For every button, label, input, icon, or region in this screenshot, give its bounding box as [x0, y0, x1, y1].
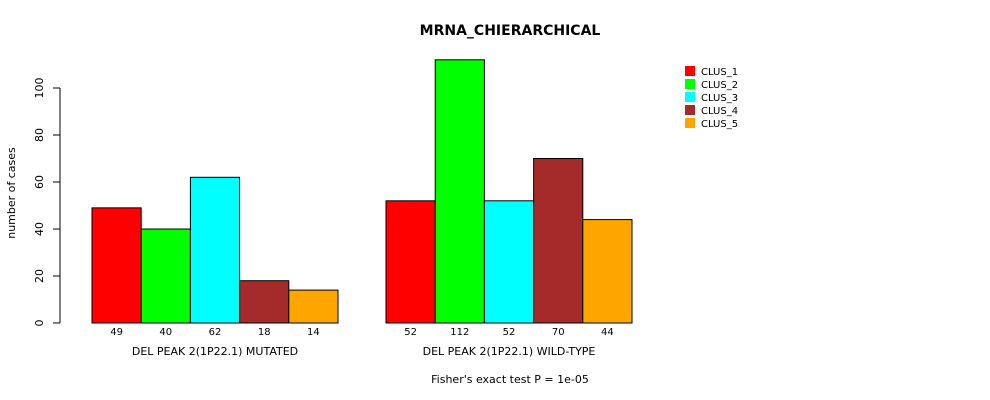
- y-tick-label: 80: [33, 128, 46, 142]
- bar-value-label: 112: [450, 327, 469, 338]
- bar-clus-5: [288, 289, 339, 324]
- legend-swatch: [685, 92, 695, 102]
- bar-value-label: 62: [209, 327, 222, 338]
- bar-value-label: 52: [404, 327, 417, 338]
- legend-swatch: [685, 105, 695, 115]
- bar-clus-4: [533, 158, 584, 324]
- bar-value-label: 14: [307, 327, 320, 338]
- y-tick-label: 20: [33, 269, 46, 283]
- y-tick-label: 40: [33, 222, 46, 236]
- bar-clus-4: [239, 280, 290, 324]
- legend-label: CLUS_4: [701, 106, 738, 117]
- bar-value-label: 52: [503, 327, 516, 338]
- bar-clus-1: [91, 207, 142, 324]
- bar-value-label: 40: [159, 327, 172, 338]
- legend-swatch: [685, 79, 695, 89]
- bar-series: [91, 59, 633, 324]
- y-axis: 0 20 40 60 80 100: [33, 78, 61, 327]
- y-axis-label: number of cases: [5, 147, 18, 239]
- bar-clus-5: [582, 219, 633, 324]
- bar-clus-2: [434, 59, 485, 324]
- legend-swatch: [685, 66, 695, 76]
- legend: CLUS_1 CLUS_2 CLUS_3 CLUS_4 CLUS_5: [685, 66, 738, 130]
- legend-label: CLUS_2: [701, 80, 738, 91]
- legend-label: CLUS_5: [701, 119, 738, 130]
- y-tick-label: 60: [33, 175, 46, 189]
- chart-title: MRNA_CHIERARCHICAL: [420, 23, 601, 39]
- bar-value-label: 70: [552, 327, 565, 338]
- group-label: DEL PEAK 2(1P22.1) MUTATED: [132, 345, 298, 358]
- x-axis-labels: 49 40 62 18 14 DEL PEAK 2(1P22.1) MUTATED 52 11…: [110, 327, 614, 358]
- bar-clus-3: [483, 200, 535, 324]
- bar-value-label: 18: [258, 327, 271, 338]
- legend-label: CLUS_3: [701, 93, 738, 104]
- legend-label: CLUS_1: [701, 67, 738, 78]
- y-tick-label: 0: [33, 320, 46, 327]
- footnote: Fisher's exact test P = 1e-05: [431, 373, 589, 386]
- bar-value-label: 49: [110, 327, 123, 338]
- y-tick-label: 100: [33, 78, 46, 99]
- legend-swatch: [685, 118, 695, 128]
- group-label: DEL PEAK 2(1P22.1) WILD-TYPE: [423, 345, 596, 358]
- bar-clus-1: [385, 200, 436, 324]
- bar-clus-3: [189, 176, 241, 324]
- bar-value-label: 44: [601, 327, 614, 338]
- bar-clus-2: [140, 228, 191, 324]
